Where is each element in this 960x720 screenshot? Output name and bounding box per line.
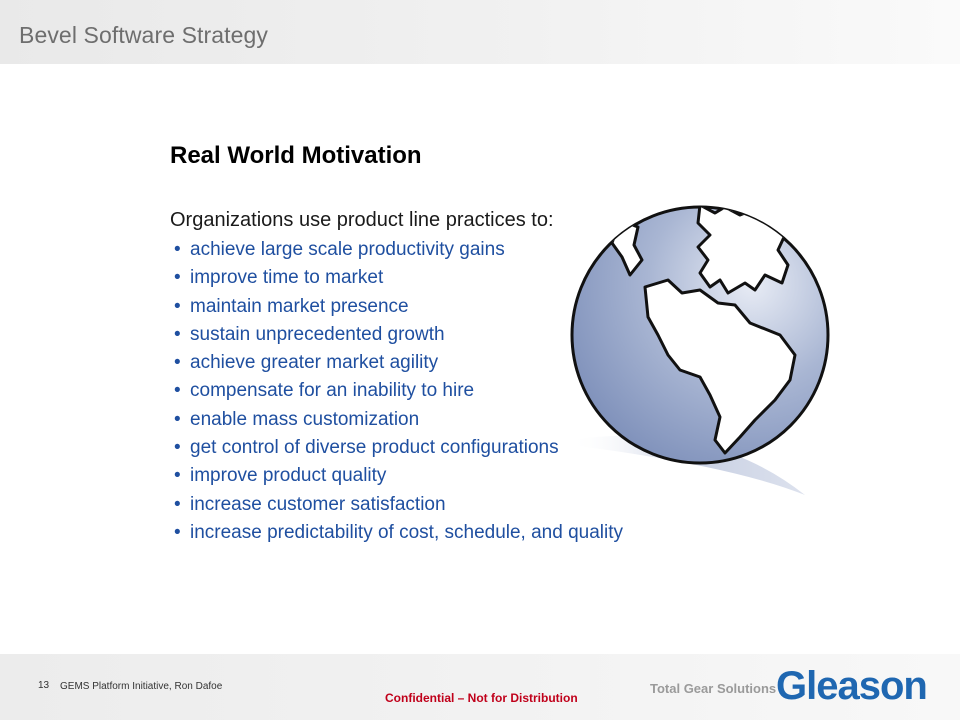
page-number: 13 xyxy=(38,680,50,691)
bullet-text: get control of diverse product configura… xyxy=(190,437,559,459)
bullet-text: improve product quality xyxy=(190,465,387,487)
intro-text: Organizations use product line practices… xyxy=(170,209,554,231)
bullet-glyph: • xyxy=(174,465,181,487)
bullet-item: • achieve large scale productivity gains xyxy=(174,236,623,264)
presentation-info: GEMS Platform Initiative, Ron Dafoe xyxy=(60,681,223,692)
bullet-glyph: • xyxy=(174,521,181,543)
continent-north xyxy=(696,207,790,295)
slide-footer xyxy=(0,654,960,720)
globe-icon xyxy=(570,205,830,495)
bullet-item: • improve time to market xyxy=(174,264,623,292)
bullet-glyph: • xyxy=(174,380,181,402)
bullet-item: • compensate for an inability to hire xyxy=(174,377,623,405)
bullet-glyph: • xyxy=(174,493,181,515)
bullet-item: • achieve greater market agility xyxy=(174,349,623,377)
bullet-text: increase customer satisfaction xyxy=(190,493,446,515)
bullet-text: sustain unprecedented growth xyxy=(190,323,445,345)
bullet-item: • improve product quality xyxy=(174,462,623,490)
bullet-item: • sustain unprecedented growth xyxy=(174,321,623,349)
bullet-glyph: • xyxy=(174,295,181,317)
bullet-glyph: • xyxy=(174,267,181,289)
company-tagline: Total Gear Solutions xyxy=(650,681,777,696)
bullet-text: achieve large scale productivity gains xyxy=(190,239,505,260)
bullet-item: • maintain market presence xyxy=(174,293,623,321)
bullet-text: maintain market presence xyxy=(190,295,409,317)
bullet-text: achieve greater market agility xyxy=(190,352,439,374)
bullet-text: increase predictability of cost, schedul… xyxy=(190,521,624,543)
bullet-text: improve time to market xyxy=(190,267,384,289)
bullet-item: • increase customer satisfaction xyxy=(174,491,623,519)
header-title: Bevel Software Strategy xyxy=(19,22,269,48)
continent-south xyxy=(643,278,797,455)
bullet-item: • enable mass customization xyxy=(174,406,623,434)
bullet-list: • achieve large scale productivity gains … xyxy=(174,236,623,547)
bullet-glyph: • xyxy=(174,239,181,260)
bullet-glyph: • xyxy=(174,437,181,459)
bullet-item: • increase predictability of cost, schedu… xyxy=(174,519,623,547)
bullet-item: • get control of diverse product configur… xyxy=(174,434,623,462)
gleason-logo: Gleason xyxy=(776,664,928,708)
slide-title: Real World Motivation xyxy=(170,142,422,169)
bullet-glyph: • xyxy=(174,352,181,374)
slide-header: Bevel Software Strategy xyxy=(0,0,960,64)
bullet-glyph: • xyxy=(174,323,181,345)
bullet-text: enable mass customization xyxy=(190,408,420,430)
bullet-text: compensate for an inability to hire xyxy=(190,380,475,402)
bullet-glyph: • xyxy=(174,408,181,430)
confidential-notice: Confidential – Not for Distribution xyxy=(385,691,578,705)
swoosh-shape xyxy=(570,435,805,495)
